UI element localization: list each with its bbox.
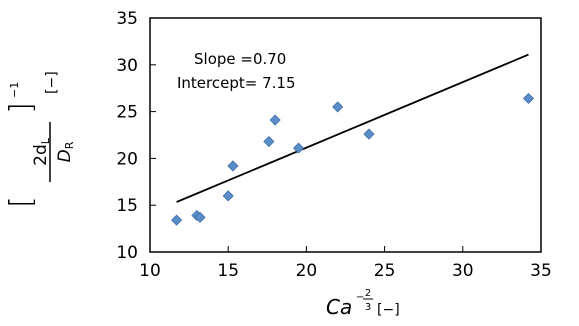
data-point <box>522 92 535 105</box>
x-tick-label: 15 <box>217 261 239 281</box>
data-point <box>363 128 375 140</box>
x-axis-label-exp-den: 3 <box>365 302 371 313</box>
y-tick-label: 10 <box>116 243 138 263</box>
data-point <box>171 214 183 226</box>
x-tick-label: 10 <box>139 261 161 281</box>
data-point <box>263 135 275 148</box>
x-tick-label: 35 <box>530 261 552 281</box>
intercept-annotation: Intercept= 7.15 <box>177 74 296 92</box>
x-axis-label-main: Ca <box>326 295 352 319</box>
y-tick-label: 15 <box>116 196 138 216</box>
x-axis-ticks: 10 15 20 25 30 35 <box>139 246 552 281</box>
data-point <box>293 142 305 154</box>
y-axis-label: [ 2dL DR ] −1 [−] <box>4 71 76 208</box>
y-axis-label-bracket-right: ] <box>4 102 39 114</box>
data-points <box>171 92 535 226</box>
y-axis-label-unit: [−] <box>44 71 60 94</box>
data-point <box>269 114 281 126</box>
y-axis-ticks: 10 15 20 25 30 35 <box>116 9 156 263</box>
data-point <box>194 211 206 223</box>
slope-annotation: Slope =0.70 <box>194 50 286 68</box>
y-axis-label-numerator: 2dL <box>31 137 52 166</box>
x-axis-label: Ca − 2 3 [−] <box>326 288 400 319</box>
x-tick-label: 20 <box>296 261 318 281</box>
y-tick-label: 35 <box>116 9 138 29</box>
y-tick-label: 20 <box>116 149 138 169</box>
data-point <box>227 160 239 172</box>
y-axis-label-denominator: DR <box>55 141 76 162</box>
x-tick-label: 25 <box>374 261 396 281</box>
plot-area <box>149 17 542 253</box>
data-point <box>222 190 234 202</box>
x-tick-label: 30 <box>452 261 474 281</box>
y-axis-label-exponent: −1 <box>8 82 21 98</box>
trend-line <box>176 53 529 203</box>
y-tick-label: 25 <box>116 103 138 123</box>
data-point <box>332 101 344 113</box>
x-axis-label-exp-num: 2 <box>365 288 371 299</box>
x-axis-label-unit: [−] <box>377 302 400 318</box>
y-axis-label-bracket-left: [ <box>4 196 39 208</box>
y-tick-label: 30 <box>116 56 138 76</box>
x-axis-label-exp-minus: − <box>356 292 364 303</box>
